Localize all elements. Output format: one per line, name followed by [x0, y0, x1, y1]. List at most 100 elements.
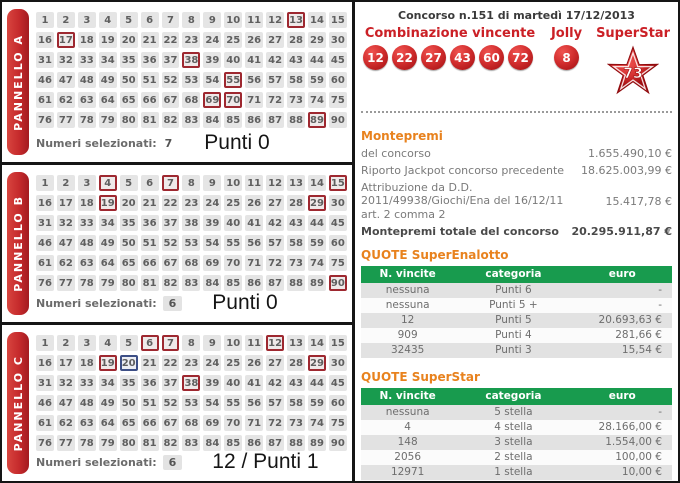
number-cell-18[interactable]: 18 — [77, 195, 96, 211]
number-cell-81[interactable]: 81 — [140, 275, 159, 291]
number-cell-32[interactable]: 32 — [56, 375, 75, 391]
number-cell-40[interactable]: 40 — [224, 215, 243, 231]
number-cell-72[interactable]: 72 — [266, 92, 285, 108]
number-cell-24[interactable]: 24 — [203, 355, 222, 371]
number-cell-46[interactable]: 46 — [36, 395, 54, 411]
number-cell-35[interactable]: 35 — [119, 375, 138, 391]
number-cell-65[interactable]: 65 — [119, 255, 138, 271]
number-cell-75[interactable]: 75 — [328, 255, 347, 271]
number-cell-59[interactable]: 59 — [307, 235, 326, 251]
number-cell-37[interactable]: 37 — [161, 215, 180, 231]
number-cell-50[interactable]: 50 — [119, 395, 138, 411]
number-cell-47[interactable]: 47 — [56, 395, 75, 411]
number-cell-8[interactable]: 8 — [182, 335, 201, 351]
number-cell-87[interactable]: 87 — [266, 112, 285, 128]
number-cell-60[interactable]: 60 — [328, 235, 347, 251]
number-cell-85[interactable]: 85 — [224, 112, 243, 128]
number-cell-74[interactable]: 74 — [307, 415, 326, 431]
number-cell-87[interactable]: 87 — [266, 435, 285, 451]
number-cell-42[interactable]: 42 — [266, 215, 285, 231]
number-cell-3[interactable]: 3 — [77, 175, 96, 191]
number-cell-64[interactable]: 64 — [98, 415, 117, 431]
number-cell-35[interactable]: 35 — [119, 52, 138, 68]
number-cell-76[interactable]: 76 — [36, 275, 54, 291]
number-cell-11[interactable]: 11 — [245, 335, 264, 351]
number-cell-50[interactable]: 50 — [119, 235, 138, 251]
number-cell-6[interactable]: 6 — [140, 175, 159, 191]
number-cell-7[interactable]: 7 — [161, 12, 180, 28]
number-cell-49[interactable]: 49 — [98, 395, 117, 411]
number-cell-77[interactable]: 77 — [56, 275, 75, 291]
number-cell-69[interactable]: 69 — [203, 92, 222, 108]
number-cell-84[interactable]: 84 — [203, 275, 222, 291]
number-cell-80[interactable]: 80 — [119, 435, 138, 451]
number-cell-40[interactable]: 40 — [224, 52, 243, 68]
number-cell-69[interactable]: 69 — [203, 255, 222, 271]
number-cell-53[interactable]: 53 — [182, 72, 201, 88]
number-cell-54[interactable]: 54 — [203, 72, 222, 88]
number-cell-10[interactable]: 10 — [224, 12, 243, 28]
number-cell-11[interactable]: 11 — [245, 175, 264, 191]
number-cell-78[interactable]: 78 — [77, 112, 96, 128]
number-cell-53[interactable]: 53 — [182, 395, 201, 411]
number-cell-79[interactable]: 79 — [98, 435, 117, 451]
number-cell-48[interactable]: 48 — [77, 235, 96, 251]
number-cell-13[interactable]: 13 — [287, 175, 305, 191]
number-cell-77[interactable]: 77 — [56, 435, 75, 451]
number-cell-4[interactable]: 4 — [98, 175, 117, 191]
number-cell-62[interactable]: 62 — [56, 415, 75, 431]
number-cell-14[interactable]: 14 — [307, 335, 326, 351]
number-cell-22[interactable]: 22 — [161, 32, 180, 48]
number-cell-33[interactable]: 33 — [77, 52, 96, 68]
number-cell-83[interactable]: 83 — [182, 112, 201, 128]
number-cell-42[interactable]: 42 — [266, 52, 285, 68]
number-cell-1[interactable]: 1 — [36, 175, 54, 191]
number-cell-69[interactable]: 69 — [203, 415, 222, 431]
number-cell-38[interactable]: 38 — [182, 215, 201, 231]
number-cell-73[interactable]: 73 — [287, 255, 305, 271]
number-cell-71[interactable]: 71 — [245, 255, 264, 271]
number-cell-62[interactable]: 62 — [56, 255, 75, 271]
number-cell-38[interactable]: 38 — [182, 375, 201, 391]
number-cell-51[interactable]: 51 — [140, 395, 159, 411]
number-cell-12[interactable]: 12 — [266, 12, 285, 28]
number-cell-81[interactable]: 81 — [140, 435, 159, 451]
number-cell-11[interactable]: 11 — [245, 12, 264, 28]
number-cell-47[interactable]: 47 — [56, 235, 75, 251]
number-cell-79[interactable]: 79 — [98, 112, 117, 128]
number-cell-54[interactable]: 54 — [203, 235, 222, 251]
number-cell-40[interactable]: 40 — [224, 375, 243, 391]
number-cell-41[interactable]: 41 — [245, 375, 264, 391]
number-cell-30[interactable]: 30 — [328, 32, 347, 48]
number-cell-62[interactable]: 62 — [56, 92, 75, 108]
number-cell-85[interactable]: 85 — [224, 435, 243, 451]
number-cell-33[interactable]: 33 — [77, 215, 96, 231]
number-cell-87[interactable]: 87 — [266, 275, 285, 291]
number-cell-10[interactable]: 10 — [224, 175, 243, 191]
number-cell-75[interactable]: 75 — [328, 415, 347, 431]
number-cell-12[interactable]: 12 — [266, 335, 285, 351]
number-cell-16[interactable]: 16 — [36, 355, 54, 371]
number-cell-76[interactable]: 76 — [36, 435, 54, 451]
number-cell-49[interactable]: 49 — [98, 72, 117, 88]
number-cell-19[interactable]: 19 — [98, 32, 117, 48]
number-cell-20[interactable]: 20 — [119, 32, 138, 48]
number-cell-57[interactable]: 57 — [266, 235, 285, 251]
number-cell-59[interactable]: 59 — [307, 395, 326, 411]
number-cell-35[interactable]: 35 — [119, 215, 138, 231]
number-cell-44[interactable]: 44 — [307, 375, 326, 391]
number-cell-70[interactable]: 70 — [224, 92, 243, 108]
number-cell-29[interactable]: 29 — [307, 355, 326, 371]
number-cell-45[interactable]: 45 — [328, 215, 347, 231]
number-cell-14[interactable]: 14 — [307, 12, 326, 28]
number-cell-34[interactable]: 34 — [98, 215, 117, 231]
number-cell-8[interactable]: 8 — [182, 175, 201, 191]
number-cell-31[interactable]: 31 — [36, 215, 54, 231]
number-cell-70[interactable]: 70 — [224, 255, 243, 271]
number-cell-24[interactable]: 24 — [203, 195, 222, 211]
number-cell-80[interactable]: 80 — [119, 112, 138, 128]
number-cell-48[interactable]: 48 — [77, 395, 96, 411]
number-cell-90[interactable]: 90 — [328, 435, 347, 451]
number-cell-86[interactable]: 86 — [245, 435, 264, 451]
number-cell-42[interactable]: 42 — [266, 375, 285, 391]
